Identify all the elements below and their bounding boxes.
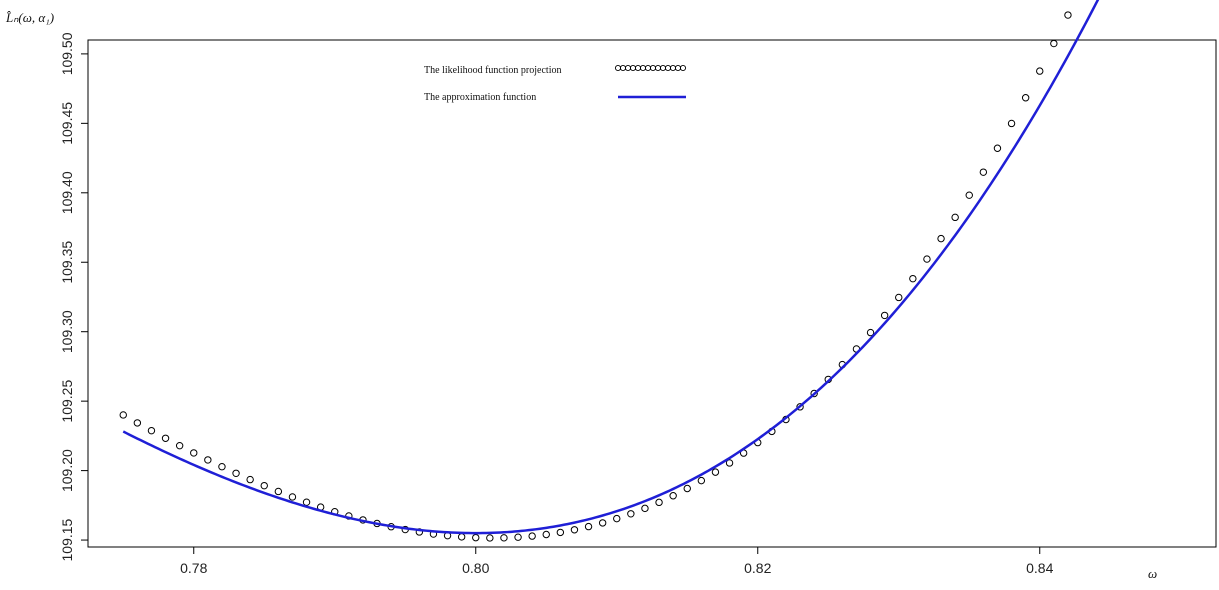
legend-label-line: The approximation function [424,92,536,103]
data-point [909,274,917,283]
data-point [965,191,973,199]
legend-point-marker [659,64,667,72]
likelihood-points [119,11,1072,542]
data-point [500,534,508,542]
data-point [472,533,480,542]
legend-point-marker [664,64,672,72]
data-point [937,234,945,243]
data-point [204,456,212,464]
legend-marker-points [614,64,687,72]
y-tick-label: 109.15 [59,518,75,561]
y-tick-label: 109.25 [59,380,75,423]
data-point [514,533,522,541]
data-point [260,481,268,490]
data-point [1007,119,1016,128]
data-point [542,530,550,539]
y-tick-label: 109.45 [59,102,75,145]
data-point [880,311,889,320]
legend-point-marker [619,64,627,72]
data-point [895,293,903,302]
legend-point-marker [629,64,637,72]
data-point [584,522,593,531]
data-point [1064,11,1072,19]
data-point [119,411,127,419]
approximation-line [122,0,1100,535]
data-point [161,434,170,442]
data-point [923,255,931,263]
y-tick-label: 109.30 [59,310,75,353]
legend-point-marker [614,64,622,72]
x-tick-label: 0.80 [462,560,489,576]
data-point [796,403,804,411]
y-axis: 109.15 109.20 109.25 109.30 109.35 109.40 109.… [59,32,88,561]
y-axis-title: L̂ₙ(ω, α₁) [5,10,54,25]
data-point [641,504,649,513]
legend-point-marker [679,64,687,72]
data-point [1050,39,1058,48]
legend-point-marker [649,64,657,72]
legend-point-marker [634,64,642,72]
legend-point-marker [654,64,662,72]
data-point [598,519,607,527]
legend-point-marker [624,64,632,72]
legend-point-marker [669,64,677,72]
data-point [810,389,818,398]
data-point [175,441,184,450]
data-point [1021,94,1030,102]
data-point [288,493,297,501]
x-axis: 0.78 0.80 0.82 0.84 [180,547,1054,576]
x-tick-label: 0.84 [1026,560,1053,576]
data-point [232,469,240,477]
data-point [218,463,226,471]
data-point [302,498,311,506]
y-tick-label: 109.40 [59,171,75,214]
data-point [556,528,565,537]
data-point [979,168,988,176]
data-point [274,487,283,496]
data-point [457,533,466,541]
data-point [570,526,579,534]
data-point [627,510,635,518]
data-point [725,459,734,467]
data-point [683,484,691,493]
x-tick-label: 0.82 [744,560,771,576]
data-point [669,492,677,500]
legend-point-marker [639,64,647,72]
data-point [246,475,254,484]
data-point [486,534,494,542]
y-tick-label: 109.20 [59,449,75,492]
data-point [711,468,720,476]
data-point [528,532,536,540]
x-axis-title: ω [1148,566,1157,581]
data-point [866,328,875,337]
y-tick-label: 109.35 [59,241,75,284]
data-point [147,426,156,435]
x-tick-label: 0.78 [180,560,207,576]
legend-point-marker [644,64,652,72]
plot-frame [87,39,1217,548]
data-point [1036,67,1044,75]
data-point [613,514,621,523]
data-point [133,419,142,427]
legend: The likelihood function projection The a… [424,64,687,103]
data-point [993,144,1002,152]
y-tick-label: 109.50 [59,32,75,75]
data-point [655,498,663,507]
data-point [951,213,959,222]
legend-point-marker [674,64,682,72]
legend-label-points: The likelihood function projection [424,65,561,76]
data-point [697,476,706,485]
data-point [190,449,198,457]
